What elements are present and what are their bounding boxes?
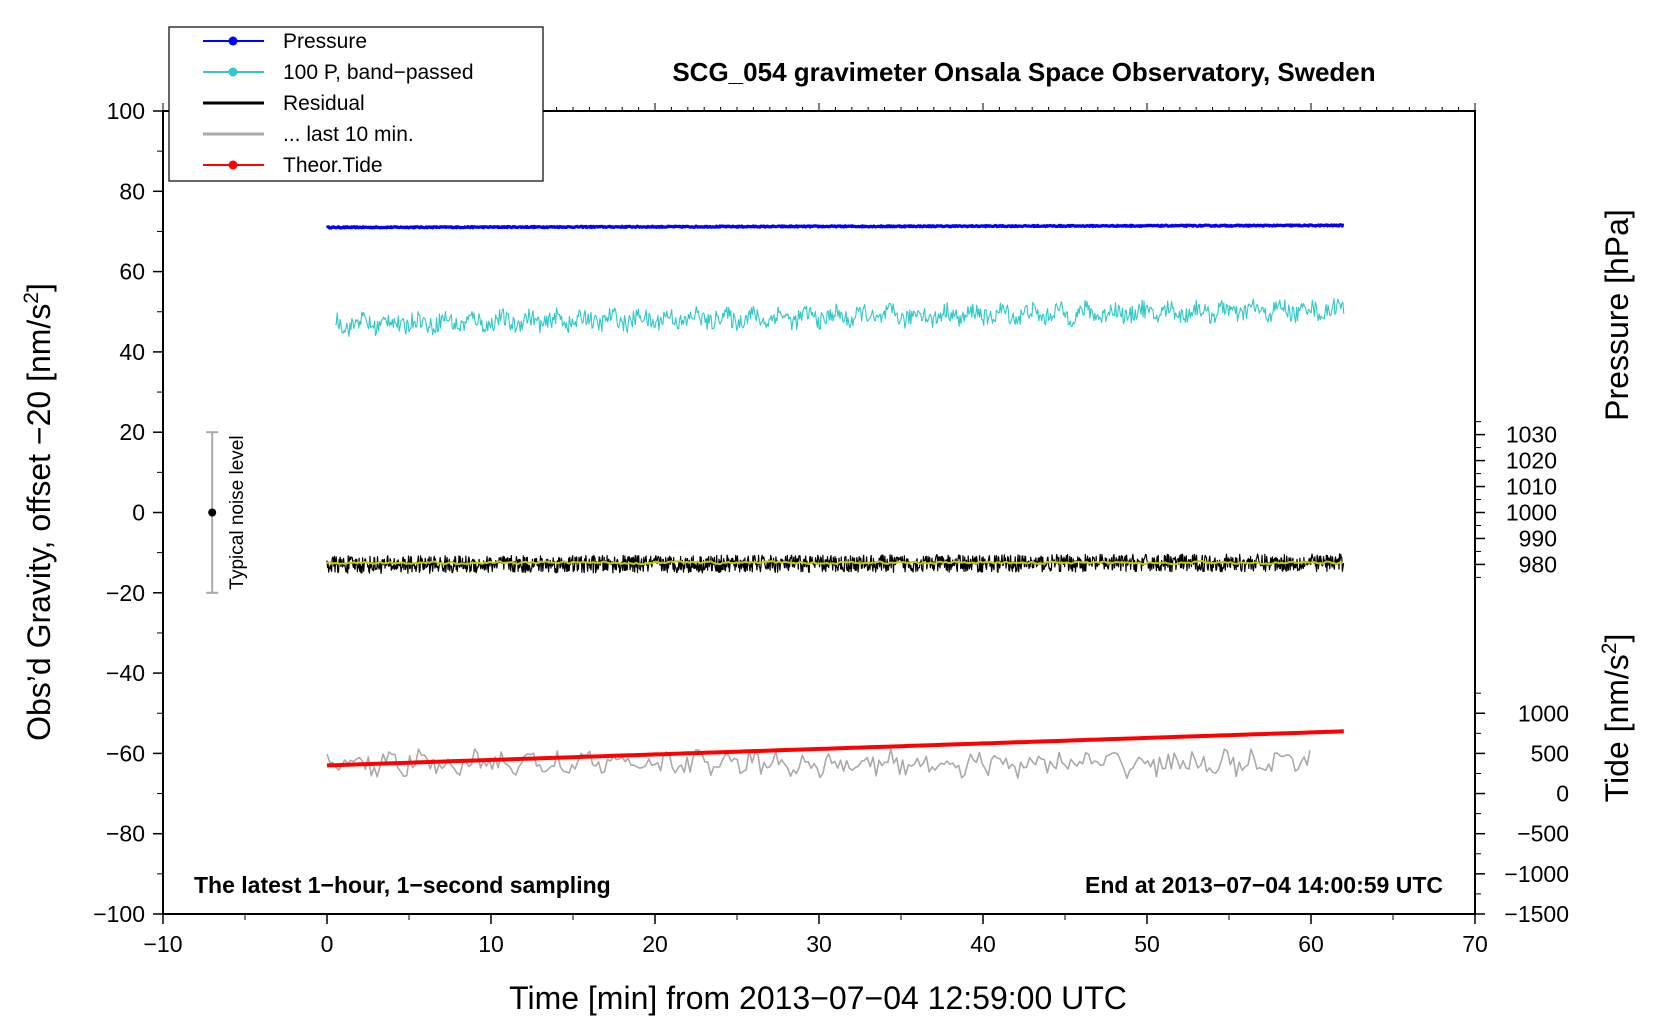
- legend-label: 100 P, band−passed: [283, 61, 474, 84]
- x-tick-label: −10: [143, 931, 182, 957]
- chart-title: SCG_054 gravimeter Onsala Space Observat…: [672, 57, 1375, 87]
- legend-marker: [228, 36, 238, 46]
- tide-axis-title-close: ]: [1599, 634, 1635, 643]
- y-tick-label: −100: [93, 901, 145, 927]
- tide-tick-label: 1000: [1518, 700, 1569, 726]
- y-tick-label: 20: [119, 419, 145, 445]
- annotation-sampling: The latest 1−hour, 1−second sampling: [194, 872, 611, 898]
- tide-tick-label: 0: [1556, 781, 1569, 807]
- tide-axis-title-main: Tide [nm/s: [1599, 654, 1635, 802]
- legend-marker: [228, 160, 238, 170]
- pressure-tick-label: 1000: [1506, 500, 1557, 526]
- series-100-p-band-passed: [335, 298, 1345, 338]
- y-axis-title-close: ]: [21, 283, 57, 292]
- pressure-tick-label: 980: [1519, 551, 1557, 577]
- pressure-axis-title: Pressure [hPa]: [1599, 209, 1635, 421]
- x-tick-label: 50: [1134, 931, 1160, 957]
- tide-tick-label: −1000: [1504, 861, 1569, 887]
- legend-label: Residual: [283, 92, 365, 115]
- x-tick-label: 0: [321, 931, 334, 957]
- plot-series: [325, 223, 1345, 780]
- y-tick-label: −20: [106, 580, 145, 606]
- pressure-tick-label: 1020: [1506, 448, 1557, 474]
- x-tick-label: 40: [970, 931, 996, 957]
- legend: Pressure 100 P, band−passed Residual ... la…: [168, 26, 544, 182]
- pressure-tick-label: 990: [1519, 525, 1557, 551]
- tide-tick-label: −1500: [1504, 901, 1569, 927]
- pressure-tick-label: 1030: [1506, 422, 1557, 448]
- y-tick-label: 100: [107, 98, 145, 124]
- series-last-10-min: [326, 748, 1311, 780]
- legend-marker: [228, 67, 238, 77]
- tide-axis-title: Tide [nm/s2]: [1598, 634, 1635, 803]
- x-tick-label: 30: [806, 931, 832, 957]
- y-tick-label: 60: [119, 259, 145, 285]
- tide-tick-label: −500: [1517, 821, 1569, 847]
- y-axis-tide: −1500 −1000 −500 0 500 1000: [1475, 692, 1569, 927]
- y-tick-label: −60: [106, 740, 145, 766]
- legend-label: Pressure: [283, 30, 367, 53]
- noise-center-dot: [208, 508, 217, 517]
- noise-indicator: Typical noise level: [206, 431, 248, 594]
- y-axis-title: Obs’d Gravity, offset −20 [nm/s2]: [20, 283, 57, 741]
- x-axis: −10 0 10 20 30 40 50 60 70: [143, 914, 1488, 957]
- plot-frame: [162, 110, 1476, 915]
- y-tick-label: 40: [119, 339, 145, 365]
- y-axis-title-sup: 2: [20, 292, 43, 304]
- y-tick-label: −80: [106, 821, 145, 847]
- series-residual-smoothed: [326, 560, 1343, 566]
- y-axis-title-main: Obs’d Gravity, offset −20 [nm/s: [21, 304, 57, 741]
- series-pressure: [325, 223, 1345, 230]
- tide-tick-label: 500: [1531, 740, 1569, 766]
- x-tick-label: 20: [642, 931, 668, 957]
- legend-label: ... last 10 min.: [283, 123, 414, 146]
- annotation-end-time: End at 2013−07−04 14:00:59 UTC: [1085, 872, 1443, 898]
- x-tick-label: 70: [1462, 931, 1488, 957]
- tide-axis-title-sup: 2: [1598, 643, 1621, 655]
- x-tick-label: 60: [1298, 931, 1324, 957]
- noise-indicator-label: Typical noise level: [227, 435, 248, 589]
- legend-label: Theor.Tide: [283, 154, 383, 177]
- y-tick-label: 0: [132, 500, 145, 526]
- x-axis-title: Time [min] from 2013−07−04 12:59:00 UTC: [509, 980, 1127, 1016]
- series-theor-tide: [326, 729, 1344, 768]
- x-tick-label: 10: [478, 931, 504, 957]
- y-axis-gravity: −100 −80 −60 −40 −20 0 20 40 60 80 100: [93, 98, 163, 927]
- pressure-tick-label: 1010: [1506, 474, 1557, 500]
- y-tick-label: 80: [119, 178, 145, 204]
- y-tick-label: −40: [106, 660, 145, 686]
